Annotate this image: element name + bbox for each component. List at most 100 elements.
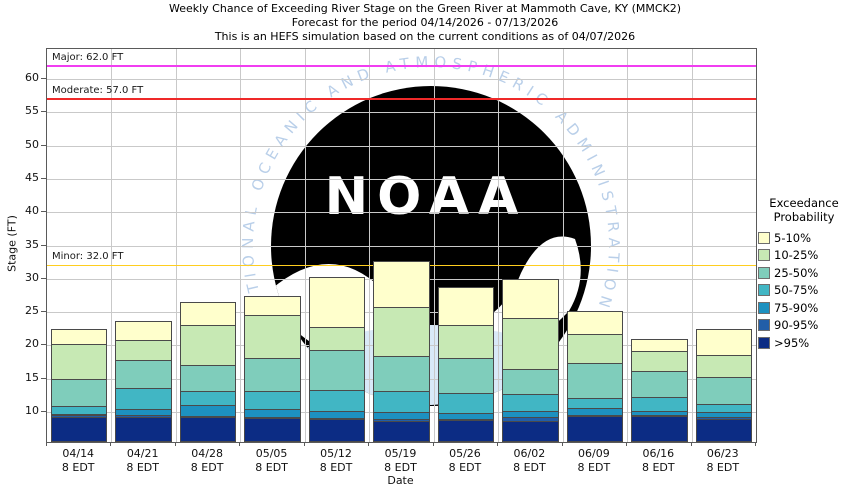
bar-segment [631,410,688,416]
gridline-vertical [433,49,435,442]
x-tick-label: 06/23 8 EDT [691,447,755,475]
x-tick-mark [303,442,305,446]
bar-segment [179,417,237,442]
bar-segment [373,260,430,308]
y-tick-label: 10 [25,404,39,418]
gridline-vertical [562,49,564,442]
bar-segment [308,419,366,442]
bar-segment [308,390,366,412]
bar-segment [51,378,108,407]
bar-segment [502,279,559,319]
bar-segment [502,410,559,418]
legend-swatch [758,319,770,332]
y-tick-label: 35 [25,237,39,251]
legend-item: 10-25% [758,247,850,265]
bar-segment [566,398,624,409]
bar-segment [179,391,237,406]
x-tick-time: 8 EDT [706,461,740,474]
x-tick-mark [46,442,47,446]
x-tick-label: 04/28 8 EDT [175,447,239,475]
bar-segment [115,415,172,417]
bar-segment [631,397,688,411]
legend-swatch [758,284,770,297]
bar-segment [51,329,108,345]
bar-segment [566,310,624,335]
bar-segment [566,415,624,417]
x-tick-mark [626,442,628,446]
threshold-line-major [47,65,756,67]
bar-segment [631,416,688,442]
y-tick-label: 40 [25,204,39,218]
y-tick-label: 60 [25,70,39,84]
legend-item: 25-50% [758,264,850,282]
bar-segment [695,377,752,405]
bar-segment [437,287,495,325]
legend-item: 5-10% [758,229,850,247]
legend-swatch [758,301,770,314]
y-tick-mark [41,177,46,179]
x-tick-mark [110,442,112,446]
x-tick-label: 04/21 8 EDT [111,447,175,475]
gridline-vertical [627,49,629,442]
bar-segment [308,350,366,391]
x-tick-mark [174,442,176,446]
y-tick-label: 55 [25,104,39,118]
bar-segment [179,302,237,326]
bar-segment [179,325,237,365]
threshold-label-major: Major: 62.0 FT [52,51,124,63]
bar-segment [631,415,688,417]
x-tick-label: 05/19 8 EDT [369,447,433,475]
x-tick-mark [432,442,434,446]
bar-segment [244,416,301,419]
bar-segment [631,370,688,398]
legend-label: 75-90% [774,300,819,315]
gridline-horizontal [47,78,756,80]
bar-segment [179,416,237,418]
x-tick-date: 06/16 [642,447,675,460]
bar-segment [179,364,237,392]
bar-segment [308,418,366,420]
x-tick-label: 06/16 8 EDT [626,447,690,475]
bar-segment [566,334,624,364]
bar-segment [631,350,688,371]
bar-segment [373,420,430,442]
y-tick-label: 25 [25,304,39,318]
legend-item: >95% [758,334,850,352]
bar-segment [51,415,108,417]
x-tick-time: 8 EDT [513,461,546,474]
y-tick-mark [41,144,46,146]
legend-item: 90-95% [758,317,850,335]
x-tick-date: 05/05 [255,447,288,460]
bar-segment [308,411,366,418]
gridline-vertical [691,49,693,442]
x-tick-time: 8 EDT [126,461,159,474]
x-tick-time: 8 EDT [319,461,353,474]
gridline-vertical [175,49,177,442]
legend-title: Exceedance Probability [758,196,850,224]
bar-segment [437,358,495,393]
x-tick-date: 04/14 [62,447,95,460]
bar-segment [373,412,430,420]
legend-swatch [758,336,770,349]
bar-segment [502,420,559,442]
gridline-vertical [369,49,371,442]
bar-segment [695,418,752,442]
y-tick-mark [41,111,46,113]
legend-item: 50-75% [758,282,850,300]
gridline-vertical [240,49,242,442]
y-tick-mark [41,411,46,413]
x-tick-time: 8 EDT [384,461,417,474]
bar-segment [179,405,237,417]
bar-segment [373,419,430,421]
legend-label: 50-75% [774,283,819,298]
x-tick-label: 05/12 8 EDT [304,447,368,475]
x-tick-label: 05/05 8 EDT [240,447,304,475]
x-tick-date: 06/23 [706,447,739,460]
chart-title-line3: This is an HEFS simulation based on the … [214,30,636,43]
bar-segment [51,414,108,416]
bar-segment [244,314,301,359]
y-tick-mark [41,244,46,246]
legend-swatch [758,231,770,244]
gridline-vertical [111,49,113,442]
bar-segment [566,363,624,399]
